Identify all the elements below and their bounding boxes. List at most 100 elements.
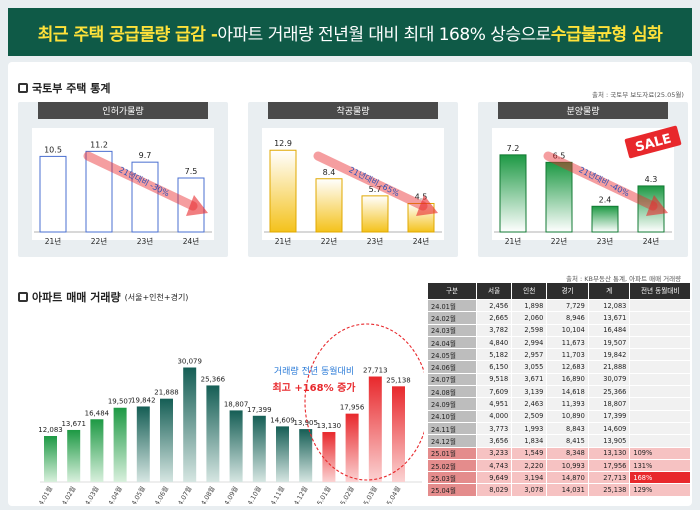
table-cell: 12,683 xyxy=(546,360,589,374)
bar xyxy=(361,195,389,233)
table-cell: 4,743 xyxy=(476,458,513,473)
tick-label: 24.02월 xyxy=(57,484,77,504)
table-cell: 10,993 xyxy=(546,458,589,473)
table-cell: 24.10월 xyxy=(426,409,478,423)
tick-label: 24.03월 xyxy=(81,484,101,504)
table-cell: 2,456 xyxy=(476,298,513,313)
section1-title: 국토부 주택 통계 xyxy=(18,80,111,96)
table-row: 24.07월 9,518 3,671 16,890 30,079 xyxy=(426,372,691,387)
tick-label: 25.03월 xyxy=(359,484,379,504)
data-label: 4.5 xyxy=(415,192,428,201)
table-cell: 3,194 xyxy=(511,471,548,485)
table-cell: 16,890 xyxy=(546,372,589,387)
data-label: 6.5 xyxy=(553,151,566,160)
data-label: 18,807 xyxy=(224,400,249,408)
panel-starts: 착공물량 12.9 21년 8.4 22년 5.7 23년 4.5 24년 21년대비 -65% xyxy=(248,102,458,257)
table-cell: 2,509 xyxy=(511,409,548,423)
table-cell: 9,518 xyxy=(476,372,513,387)
tick-label: 23년 xyxy=(597,236,614,246)
header-title-b: 아파트 거래량 전년월 대비 최대 168% 상승으로 xyxy=(217,24,551,45)
bar xyxy=(299,429,313,482)
data-label: 16,484 xyxy=(85,409,110,417)
chart-icon xyxy=(18,83,28,93)
table-cell: 24.02월 xyxy=(426,311,478,325)
table-header-cell: 구분 xyxy=(426,282,478,300)
table-header-row: 구분 서울 인천 경기 계 전년 동월대비 xyxy=(426,282,691,300)
tick-label: 24.05월 xyxy=(127,484,147,504)
table-cell: 8,029 xyxy=(476,483,513,497)
table-cell: 25,138 xyxy=(587,483,631,497)
data-label: 13,671 xyxy=(61,420,86,428)
table-cell xyxy=(629,421,691,436)
data-label: 27,713 xyxy=(363,367,388,375)
tick-label: 24.06월 xyxy=(150,484,170,504)
tick-label: 25.04월 xyxy=(382,484,402,504)
bar xyxy=(136,406,150,482)
bar xyxy=(276,426,289,482)
table-cell: 3,055 xyxy=(511,360,548,374)
tick-label: 24년 xyxy=(183,236,200,246)
page-header: 최근 주택 공급물량 급감 - 아파트 거래량 전년월 대비 최대 168% 상… xyxy=(8,8,692,56)
table-cell: 19,842 xyxy=(587,348,631,362)
trend-arrowhead xyxy=(646,195,668,216)
table-cell: 4,000 xyxy=(476,409,513,423)
panel-permits: 인허가물량 10.5 21년 11.2 22년 9.7 23년 7.5 24년 21년대비 -3… xyxy=(18,102,228,257)
bar xyxy=(160,398,173,482)
table-cell: 14,609 xyxy=(587,421,631,436)
table-cell: 1,993 xyxy=(511,421,548,436)
tick-label: 24.10월 xyxy=(243,484,263,504)
table-cell xyxy=(629,311,691,325)
tick-label: 22년 xyxy=(91,236,108,246)
table-cell xyxy=(629,409,691,423)
bar xyxy=(345,413,359,482)
table-cell: 2,220 xyxy=(511,458,548,473)
table-cell: 12,083 xyxy=(587,298,631,313)
table-cell: 14,870 xyxy=(546,471,589,485)
table-cell: 16,484 xyxy=(587,323,631,337)
table-cell xyxy=(629,385,691,399)
table-header-cell: 계 xyxy=(587,282,631,300)
tick-label: 25.01월 xyxy=(313,484,333,504)
table-cell: 7,609 xyxy=(476,385,513,399)
table-row: 25.04월 8,029 3,078 14,031 25,138 129% xyxy=(426,483,691,497)
data-label: 17,399 xyxy=(247,406,272,414)
table-cell: 129% xyxy=(629,483,691,497)
bar xyxy=(315,178,343,233)
tick-label: 24.07월 xyxy=(173,484,193,504)
bar xyxy=(183,367,197,482)
tick-label: 21년 xyxy=(505,236,522,246)
table-cell: 14,031 xyxy=(546,483,589,497)
table-cell xyxy=(629,323,691,337)
data-label: 25,138 xyxy=(386,376,411,384)
table-cell: 1,549 xyxy=(511,446,548,460)
panel-permits-title: 인허가물량 xyxy=(38,102,208,119)
data-label: 5.7 xyxy=(369,185,382,194)
table-body: 24.01월 2,456 1,898 7,729 12,083 24.02월 2,665 2,… xyxy=(426,298,691,497)
data-label: 10.5 xyxy=(44,145,62,154)
data-label: 9.7 xyxy=(139,151,152,160)
table-cell: 3,078 xyxy=(511,483,548,497)
table-cell: 3,773 xyxy=(476,421,513,436)
table-cell: 25.02월 xyxy=(426,458,478,473)
table-row: 24.11월 3,773 1,993 8,843 14,609 xyxy=(426,421,691,436)
data-label: 30,079 xyxy=(177,358,202,366)
table-cell: 17,399 xyxy=(587,409,631,423)
data-label: 4.3 xyxy=(645,175,658,184)
table-cell: 168% xyxy=(629,471,691,485)
table-cell: 25.03월 xyxy=(426,471,478,485)
table-cell: 3,671 xyxy=(511,372,548,387)
table-row: 24.04월 4,840 2,994 11,673 19,507 xyxy=(426,335,691,350)
table-cell: 18,807 xyxy=(587,397,631,411)
table-row: 24.01월 2,456 1,898 7,729 12,083 xyxy=(426,298,691,313)
sale-badge-bg xyxy=(624,125,682,159)
table-cell: 13,905 xyxy=(587,434,631,448)
table-cell: 2,463 xyxy=(511,397,548,411)
table-row: 24.10월 4,000 2,509 10,890 17,399 xyxy=(426,409,691,423)
table-row: 24.08월 7,609 3,139 14,618 25,366 xyxy=(426,385,691,399)
table-cell: 11,673 xyxy=(546,335,589,350)
data-label: 2.4 xyxy=(599,195,612,204)
table-cell: 13,130 xyxy=(587,446,631,460)
table-cell xyxy=(629,335,691,350)
table-cell: 8,415 xyxy=(546,434,589,448)
panel-sales-title: 분양물량 xyxy=(498,102,668,119)
